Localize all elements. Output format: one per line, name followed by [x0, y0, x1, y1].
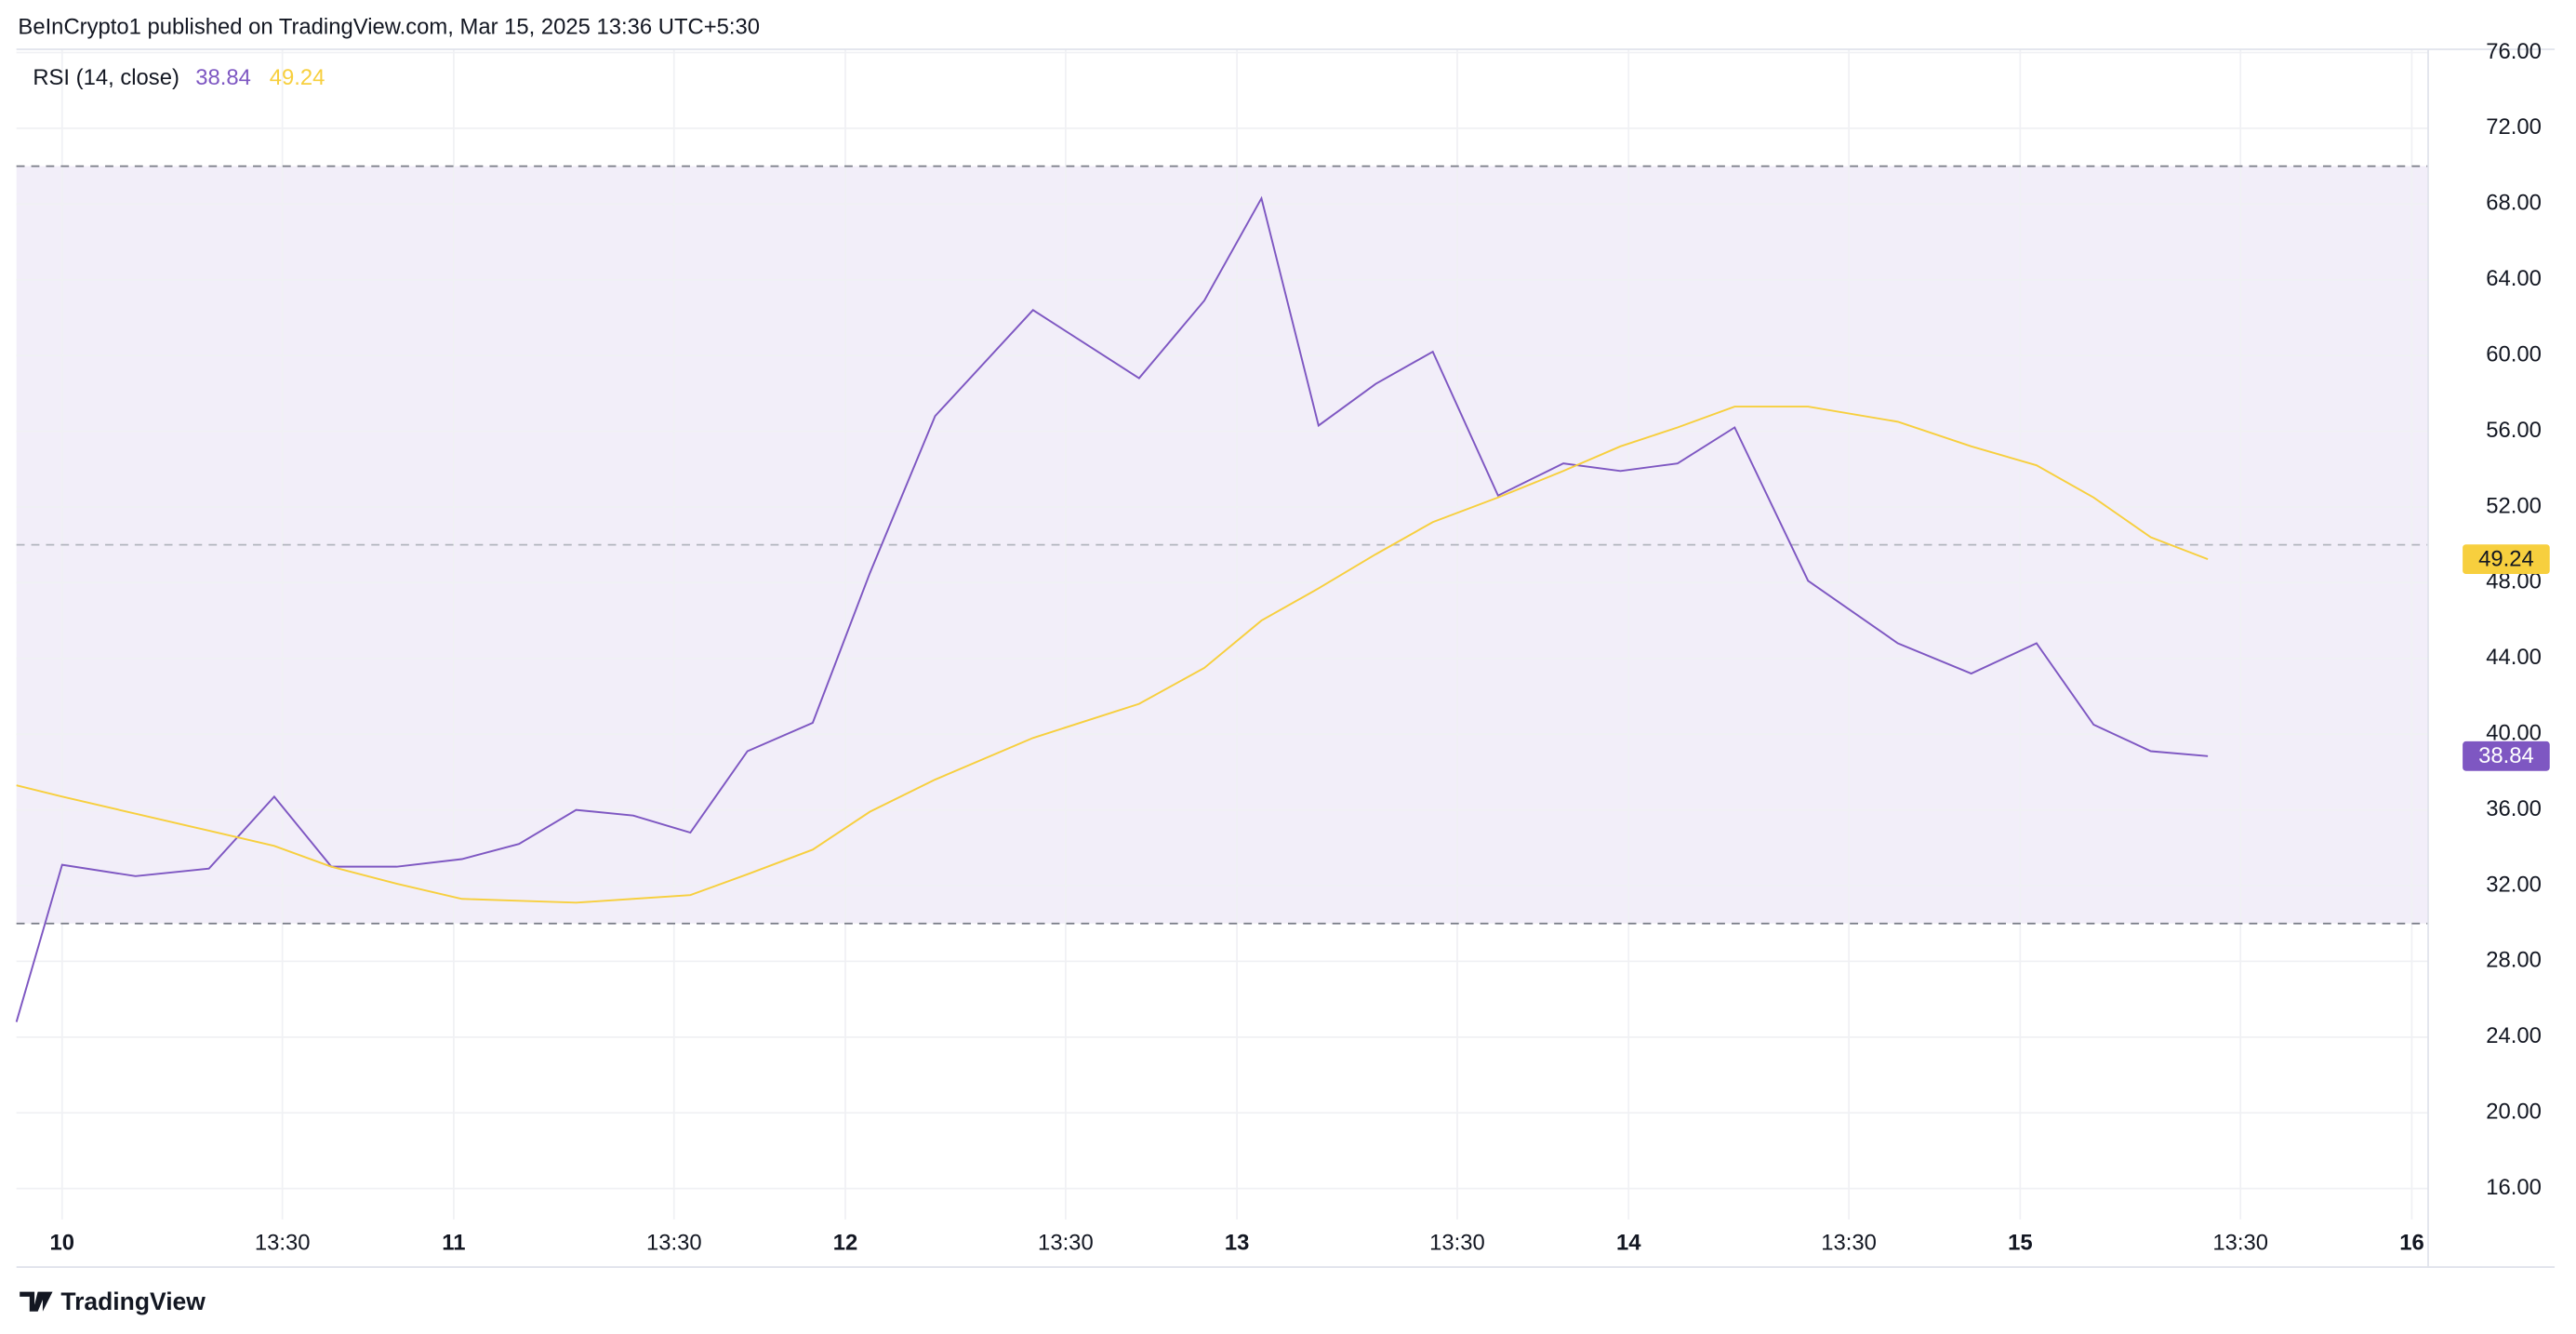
x-tick-label: 13:30 [646, 1231, 702, 1256]
y-tick-label: 20.00 [2486, 1100, 2542, 1125]
last-value-label: 38.84 [2478, 743, 2534, 768]
footer-brand: TradingView [60, 1287, 206, 1315]
y-tick-label: 56.00 [2486, 418, 2542, 443]
y-tick-label: 60.00 [2486, 341, 2542, 367]
y-tick-label: 52.00 [2486, 493, 2542, 518]
x-tick-label: 13 [1225, 1231, 1250, 1256]
y-tick-label: 44.00 [2486, 645, 2542, 670]
last-value-badge [2463, 544, 2550, 575]
rsi-line [15, 195, 2209, 1022]
y-tick-label: 28.00 [2486, 948, 2542, 973]
x-tick-label: 15 [2008, 1231, 2033, 1256]
tradingview-logo [20, 1291, 53, 1312]
x-tick-label: 13:30 [2212, 1231, 2268, 1256]
y-tick-label: 72.00 [2486, 114, 2542, 140]
last-value-label: 49.24 [2478, 546, 2534, 571]
y-tick-label: 24.00 [2486, 1023, 2542, 1048]
y-tick-label: 16.00 [2486, 1175, 2542, 1200]
x-tick-label: 13:30 [1038, 1231, 1094, 1256]
x-tick-label: 12 [833, 1231, 858, 1256]
x-tick-label: 16 [2399, 1231, 2424, 1256]
rsi-ma-line [16, 406, 2209, 904]
x-tick-label: 11 [442, 1231, 465, 1256]
y-tick-label: 64.00 [2486, 266, 2542, 291]
y-tick-label: 76.00 [2486, 39, 2542, 64]
logo-icon [20, 1291, 53, 1312]
x-tick-label: 13:30 [255, 1231, 311, 1256]
last-value-badge [2463, 740, 2550, 771]
x-tick-label: 13:30 [1821, 1231, 1877, 1256]
indicator-title: RSI (14, close) [33, 65, 179, 90]
y-tick-label: 36.00 [2486, 796, 2542, 821]
x-tick-label: 13:30 [1429, 1231, 1485, 1256]
publish-header: BeInCrypto1 published on TradingView.com… [18, 14, 760, 39]
x-tick-label: 10 [50, 1231, 75, 1256]
x-tick-label: 14 [1616, 1231, 1641, 1256]
legend-rsi-value: 38.84 [195, 65, 251, 90]
y-tick-label: 68.00 [2486, 191, 2542, 216]
legend-ma-value: 49.24 [270, 65, 325, 90]
y-tick-label: 32.00 [2486, 872, 2542, 897]
